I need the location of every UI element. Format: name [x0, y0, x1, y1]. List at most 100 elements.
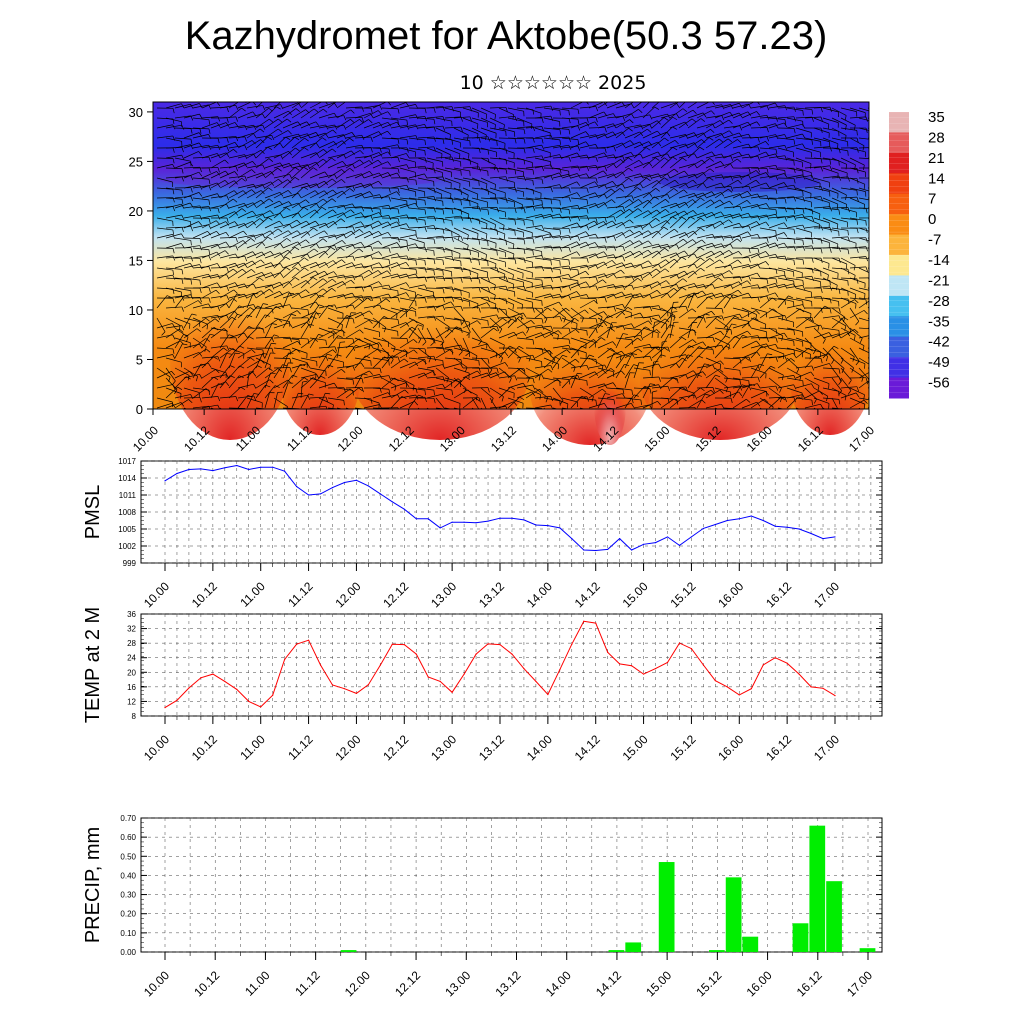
wind-barb [651, 137, 665, 149]
wind-barb-flag [868, 419, 870, 423]
wind-barb [543, 316, 560, 319]
wind-barb-flag [325, 406, 328, 409]
wind-barb [651, 247, 665, 259]
wind-barb [732, 377, 749, 382]
wind-barb-flag [692, 179, 697, 184]
wind-barb-flag [673, 288, 678, 292]
wind-barb-flag [559, 287, 562, 293]
wind-barb [165, 103, 182, 109]
wind-barb [300, 243, 317, 249]
wind-barb [390, 292, 407, 299]
wind-barb-flag [325, 396, 328, 402]
wind-barb [642, 106, 655, 119]
wind-barb [471, 167, 488, 172]
wind-barb-flag [719, 364, 722, 370]
wind-barb-flag [693, 142, 698, 147]
wind-barb [588, 202, 605, 209]
wind-barb-flag [865, 208, 868, 214]
wind-barb [399, 104, 416, 109]
wind-barb-flag [827, 124, 830, 130]
wind-barb [471, 237, 488, 242]
wind-barb [633, 284, 650, 289]
wind-barb [183, 317, 200, 323]
wind-barb-flag [576, 181, 581, 186]
wind-barb [804, 347, 821, 353]
wind-barb [471, 247, 487, 255]
wind-barb [237, 111, 253, 119]
wind-barb-flag [179, 328, 184, 333]
wind-barb-flag [343, 294, 347, 300]
wind-barb-flag [595, 253, 599, 259]
wind-barb [246, 372, 250, 389]
wind-barb [372, 196, 389, 199]
wind-barb [228, 230, 244, 239]
wind-barb [813, 397, 830, 404]
wind-barb-flag [692, 210, 697, 215]
wind-barb [777, 184, 794, 189]
wind-barb-flag [698, 355, 704, 359]
wind-barb [669, 170, 685, 179]
wind-barb-flag [734, 315, 740, 319]
wind-barb [795, 167, 812, 173]
wind-barb [714, 175, 731, 179]
wind-barb-flag [235, 253, 239, 259]
wind-barb-flag [285, 267, 291, 271]
wind-barb-flag [368, 344, 371, 350]
wind-barb [525, 213, 542, 219]
wind-barb-flag [505, 148, 508, 154]
wind-barb-flag [226, 286, 230, 292]
wind-barb [705, 133, 722, 139]
wind-barb-flag [602, 279, 607, 284]
wind-barb [804, 225, 821, 229]
wind-barb-flag [684, 202, 689, 207]
wind-barb [300, 377, 314, 389]
wind-barb [372, 231, 389, 239]
wind-barb [867, 297, 869, 299]
wind-barb-flag [277, 228, 283, 233]
wind-barb-flag [532, 378, 535, 384]
wind-barb [858, 287, 869, 291]
wind-barb [444, 215, 461, 219]
wind-barb [201, 318, 216, 329]
wind-barb [417, 267, 434, 271]
wind-barb [768, 145, 785, 149]
wind-barb [246, 397, 263, 404]
wind-barb [381, 172, 398, 179]
wind-barb-flag [343, 387, 346, 393]
wind-barb [804, 247, 822, 249]
wind-barb [345, 221, 361, 229]
wind-barb-flag [494, 303, 497, 309]
wind-barb-flag [305, 199, 310, 204]
wind-barb-flag [190, 290, 192, 296]
wind-barb [570, 173, 587, 179]
wind-barb-flag [709, 258, 714, 262]
wind-barb [804, 237, 821, 240]
wind-barb [408, 246, 425, 249]
wind-barb-flag [628, 157, 633, 161]
wind-barb [228, 125, 245, 129]
wind-barb-flag [172, 334, 176, 340]
wind-barb [525, 187, 542, 194]
wind-barb-flag [865, 220, 867, 226]
wind-barb-flag [207, 362, 212, 368]
wind-barb-flag [619, 188, 625, 192]
wind-barb [669, 210, 685, 219]
wind-barb-flag [730, 398, 733, 404]
wind-barb [768, 197, 786, 199]
wind-barb [714, 130, 730, 139]
wind-barb-flag [875, 278, 876, 283]
wind-barb [651, 173, 668, 179]
wind-barb [363, 262, 380, 269]
wind-barb-flag [370, 147, 373, 153]
wind-barb-flag [225, 232, 230, 237]
wind-barb [219, 149, 234, 159]
wind-barb-flag [242, 190, 247, 195]
wind-barb-flag [205, 338, 211, 342]
wind-barb-flag [532, 339, 535, 345]
wind-barb-flag [422, 341, 427, 346]
wind-barb [543, 301, 560, 309]
wind-barb-flag [765, 151, 770, 157]
wind-barb [408, 347, 425, 350]
wind-barb [813, 127, 830, 134]
wind-barb [408, 116, 425, 119]
